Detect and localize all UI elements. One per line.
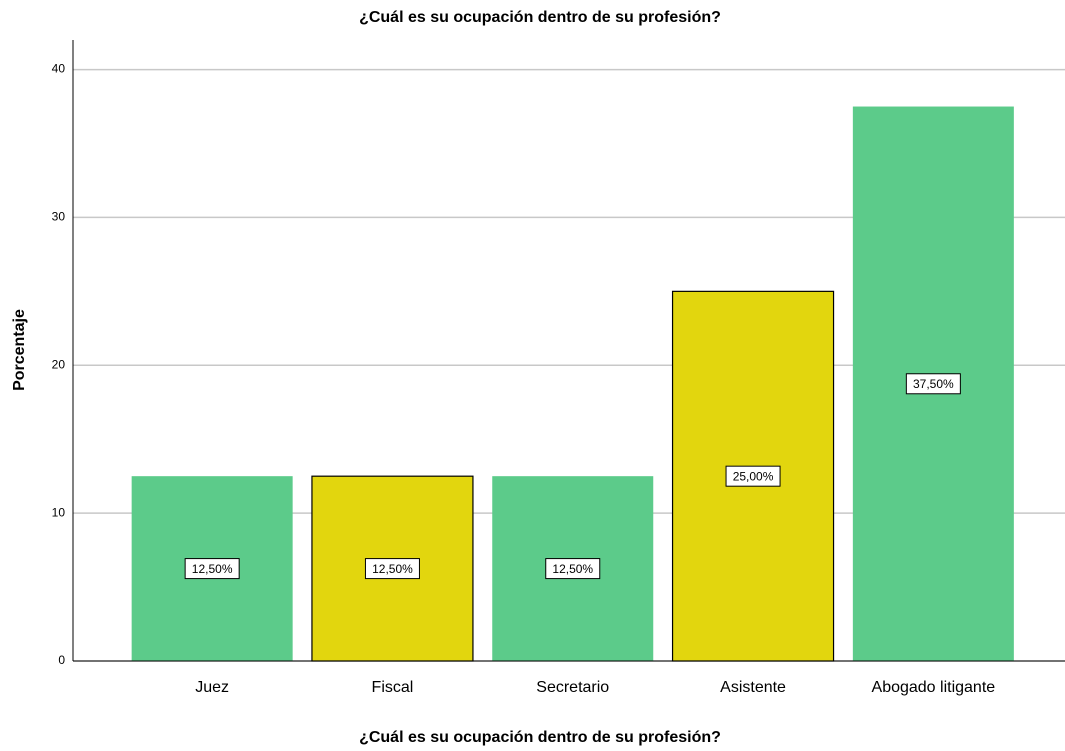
x-tick-label: Juez — [195, 679, 229, 696]
x-tick-label: Fiscal — [372, 679, 414, 696]
value-label: 12,50% — [192, 562, 233, 576]
x-tick-label: Abogado litigante — [872, 679, 996, 696]
x-tick-label: Secretario — [536, 679, 609, 696]
value-label-box — [725, 465, 781, 487]
value-label-box — [545, 558, 601, 580]
y-tick-label: 30 — [52, 210, 66, 224]
x-tick-label: Asistente — [720, 679, 786, 696]
value-label: 37,50% — [913, 377, 954, 391]
value-label-box — [364, 558, 420, 580]
y-tick-label: 0 — [58, 653, 65, 667]
value-label-box — [184, 558, 240, 580]
y-tick-label: 10 — [52, 505, 66, 519]
y-tick-label: 40 — [52, 62, 66, 76]
x-axis-title: ¿Cuál es su ocupación dentro de su profe… — [359, 729, 721, 746]
value-label: 12,50% — [552, 562, 593, 576]
value-label: 12,50% — [372, 562, 413, 576]
value-label-box — [905, 373, 961, 395]
y-tick-label: 20 — [52, 357, 66, 371]
value-label: 25,00% — [733, 469, 774, 483]
chart-title: ¿Cuál es su ocupación dentro de su profe… — [359, 9, 721, 26]
y-axis-title: Porcentaje — [11, 309, 28, 391]
